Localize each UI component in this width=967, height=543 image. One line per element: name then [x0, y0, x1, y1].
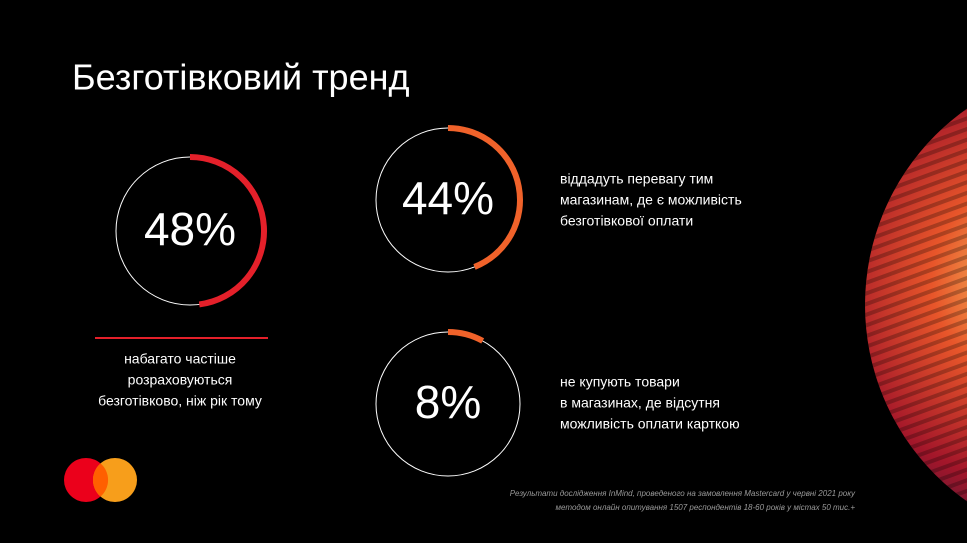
- stat-description: безготівкової оплати: [560, 213, 693, 229]
- mastercard-logo: [64, 458, 137, 502]
- stat-description: набагато частіше: [124, 351, 236, 367]
- stat-description: в магазинах, де відсутня: [560, 395, 720, 411]
- progress-arc: [447, 329, 485, 344]
- footnote: Результати дослідження InMind, проведено…: [510, 489, 856, 498]
- stat-description: безготівково, ніж рік тому: [98, 393, 262, 409]
- stat-label: 8%: [415, 376, 481, 428]
- progress-arc: [189, 154, 267, 308]
- footnote: методом онлайн опитування 1507 респонден…: [556, 503, 856, 512]
- stat-description: можливість оплати карткою: [560, 416, 740, 432]
- title: Безготівковий тренд: [72, 57, 409, 98]
- stat-label: 44%: [402, 172, 494, 224]
- stat-description: розраховуються: [128, 372, 233, 388]
- stat-description: магазинам, де є можливість: [560, 192, 742, 208]
- stat-description: не купують товари: [560, 374, 680, 390]
- decor-sphere: [865, 108, 967, 502]
- progress-arc: [447, 125, 523, 270]
- stat-label: 48%: [144, 203, 236, 255]
- stat-description: віддадуть перевагу тим: [560, 171, 713, 187]
